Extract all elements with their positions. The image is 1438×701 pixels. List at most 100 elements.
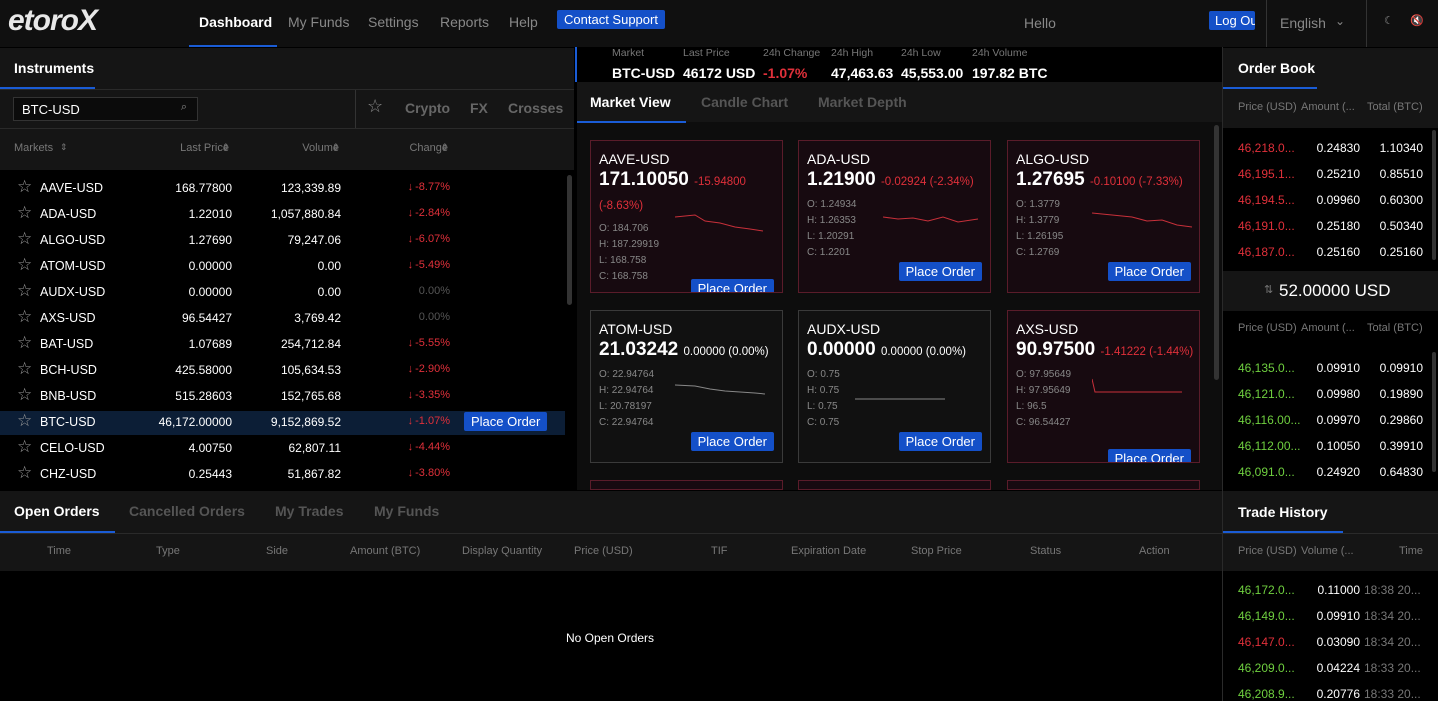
ticker-label: 24h Change — [763, 47, 821, 59]
nav-item[interactable]: Help — [509, 14, 538, 30]
order-column[interactable]: Amount (BTC) — [350, 545, 421, 557]
favorite-star[interactable]: ☆ — [17, 437, 33, 456]
nav-item[interactable]: Dashboard — [199, 14, 273, 30]
favorites-star[interactable]: ☆ — [367, 96, 384, 116]
nav-item[interactable]: Settings — [368, 14, 419, 30]
market-card[interactable]: ATOM-USD 21.03242 0.00000 (0.00%) O: 22.94… — [590, 310, 783, 463]
favorite-star[interactable]: ☆ — [17, 307, 33, 326]
column-header[interactable]: Volume — [302, 142, 339, 154]
market-tab[interactable]: Candle Chart — [701, 94, 789, 110]
market-name[interactable]: AAVE-USD — [40, 181, 103, 195]
favorite-star[interactable]: ☆ — [17, 359, 33, 378]
market-name[interactable]: CELO-USD — [40, 441, 105, 455]
market-name[interactable]: ALGO-USD — [40, 233, 106, 247]
ticker-label: 24h Low — [901, 47, 941, 59]
bid-cell: 0.09980 — [1316, 387, 1360, 401]
ask-cell: 0.25180 — [1316, 219, 1360, 233]
market-name[interactable]: BCH-USD — [40, 363, 97, 377]
place-order-button[interactable]: Place Order — [1107, 449, 1191, 462]
logout[interactable]: Log Ou — [1209, 11, 1255, 30]
market-card[interactable]: AAVE-USD 171.10050 -15.94800 (-8.63%) O: 1… — [590, 140, 783, 293]
bid-cell: 0.19890 — [1379, 387, 1423, 401]
ohlc: O: 0.75 H: 0.75 L: 0.75 C: 0.75 — [807, 367, 990, 431]
ask-cell: 0.09960 — [1316, 193, 1360, 207]
instrument-tab[interactable]: Crosses — [508, 100, 564, 116]
panel-title: Instruments — [14, 60, 95, 76]
ticker-value: 46172 USD — [683, 65, 756, 81]
divider — [1223, 533, 1438, 534]
scrollbar[interactable] — [1432, 352, 1436, 472]
trade-volume: 0.03090 — [1316, 635, 1360, 649]
market-name[interactable]: ADA-USD — [40, 207, 97, 221]
market-card[interactable]: AUDX-USD 0.00000 0.00000 (0.00%) O: 0.75 H:… — [798, 310, 991, 463]
favorite-star[interactable]: ☆ — [17, 385, 33, 404]
volume: 0.00 — [317, 259, 341, 273]
bid-cell: 0.10050 — [1316, 439, 1360, 453]
market-tab[interactable]: Market Depth — [818, 94, 907, 110]
favorite-star[interactable]: ☆ — [17, 177, 33, 196]
change: -3.80% — [408, 467, 450, 479]
order-tab[interactable]: Open Orders — [14, 503, 100, 519]
scrollbar[interactable] — [1214, 125, 1219, 380]
column-header[interactable]: Last Price — [180, 142, 229, 154]
nav-item[interactable]: Reports — [440, 14, 490, 30]
market-name[interactable]: CHZ-USD — [40, 467, 97, 481]
instrument-tab[interactable]: FX — [470, 100, 488, 116]
ohlc: O: 97.95649 H: 97.95649 L: 96.5 C: 96.54427 — [1016, 367, 1199, 431]
place-order-button[interactable]: Place Order — [690, 279, 774, 292]
favorite-star[interactable]: ☆ — [17, 203, 33, 222]
card-price: 90.97500 — [1016, 339, 1096, 360]
market-card[interactable]: ALGO-USD 1.27695 -0.10100 (-7.33%) O: 1.37… — [1007, 140, 1200, 293]
order-column[interactable]: Price (USD) — [574, 545, 633, 557]
column-header[interactable]: Change — [409, 142, 448, 154]
market-name[interactable]: BTC-USD — [40, 415, 96, 429]
favorite-star[interactable]: ☆ — [17, 463, 33, 482]
place-order-button[interactable]: Place Order — [1107, 262, 1191, 281]
order-column[interactable]: Type — [156, 545, 180, 557]
order-tab[interactable]: My Trades — [275, 503, 344, 519]
favorite-star[interactable]: ☆ — [17, 333, 33, 352]
language[interactable]: English — [1280, 15, 1326, 31]
instrument-tab[interactable]: Crypto — [405, 100, 451, 116]
volume: 123,339.89 — [280, 181, 341, 195]
scrollbar[interactable] — [1432, 130, 1436, 260]
market-name[interactable]: BAT-USD — [40, 337, 94, 351]
favorite-star[interactable]: ☆ — [17, 281, 33, 300]
favorite-star[interactable]: ☆ — [17, 229, 33, 248]
market-card[interactable]: AXS-USD 90.97500 -1.41222 (-1.44%) O: 97.9… — [1007, 310, 1200, 463]
ticker-value: -1.07% — [763, 65, 808, 81]
trade-price: 46,208.9... — [1238, 687, 1295, 701]
ohlc-low: L: 1.26195 — [1016, 231, 1064, 242]
sparkline-path — [1092, 212, 1192, 228]
market-name[interactable]: ATOM-USD — [40, 259, 106, 273]
market-card[interactable]: ADA-USD 1.21900 -0.02924 (-2.34%) O: 1.249… — [798, 140, 991, 293]
place-order-button[interactable]: Place Order — [898, 262, 982, 281]
logo[interactable]: etoroX — [8, 4, 98, 37]
place-order-button[interactable]: Place Order — [898, 432, 982, 451]
column-header[interactable]: Markets — [14, 142, 54, 154]
market-name[interactable]: AUDX-USD — [40, 285, 106, 299]
order-tab[interactable]: My Funds — [374, 503, 440, 519]
favorite-star[interactable]: ☆ — [17, 411, 33, 430]
nav-item[interactable]: My Funds — [288, 14, 350, 30]
scrollbar[interactable] — [567, 175, 572, 305]
trade-time: 18:34 20... — [1364, 609, 1421, 623]
place-order-button[interactable]: Place Order — [464, 412, 548, 431]
favorite-star[interactable]: ☆ — [17, 255, 33, 274]
ticker-value: BTC-USD — [612, 65, 675, 81]
sort-icon: ⇕ — [332, 142, 340, 152]
theme-icon[interactable]: ☾ — [1384, 15, 1394, 27]
divider — [0, 128, 574, 129]
order-column[interactable]: Time — [47, 545, 72, 557]
contact-support[interactable]: Contact Support — [557, 10, 665, 29]
market-name[interactable]: AXS-USD — [40, 311, 96, 325]
market-tab[interactable]: Market View — [590, 94, 671, 110]
search-box[interactable]: BTC-USD ⌕ — [13, 97, 198, 121]
sound-icon[interactable]: 🔇 — [1410, 15, 1424, 27]
active-underline — [577, 121, 686, 123]
order-column[interactable]: Side — [266, 545, 289, 557]
order-tab[interactable]: Cancelled Orders — [129, 503, 245, 519]
place-order-button[interactable]: Place Order — [690, 432, 774, 451]
market-name[interactable]: BNB-USD — [40, 389, 97, 403]
order-column: Stop Price — [911, 545, 962, 557]
